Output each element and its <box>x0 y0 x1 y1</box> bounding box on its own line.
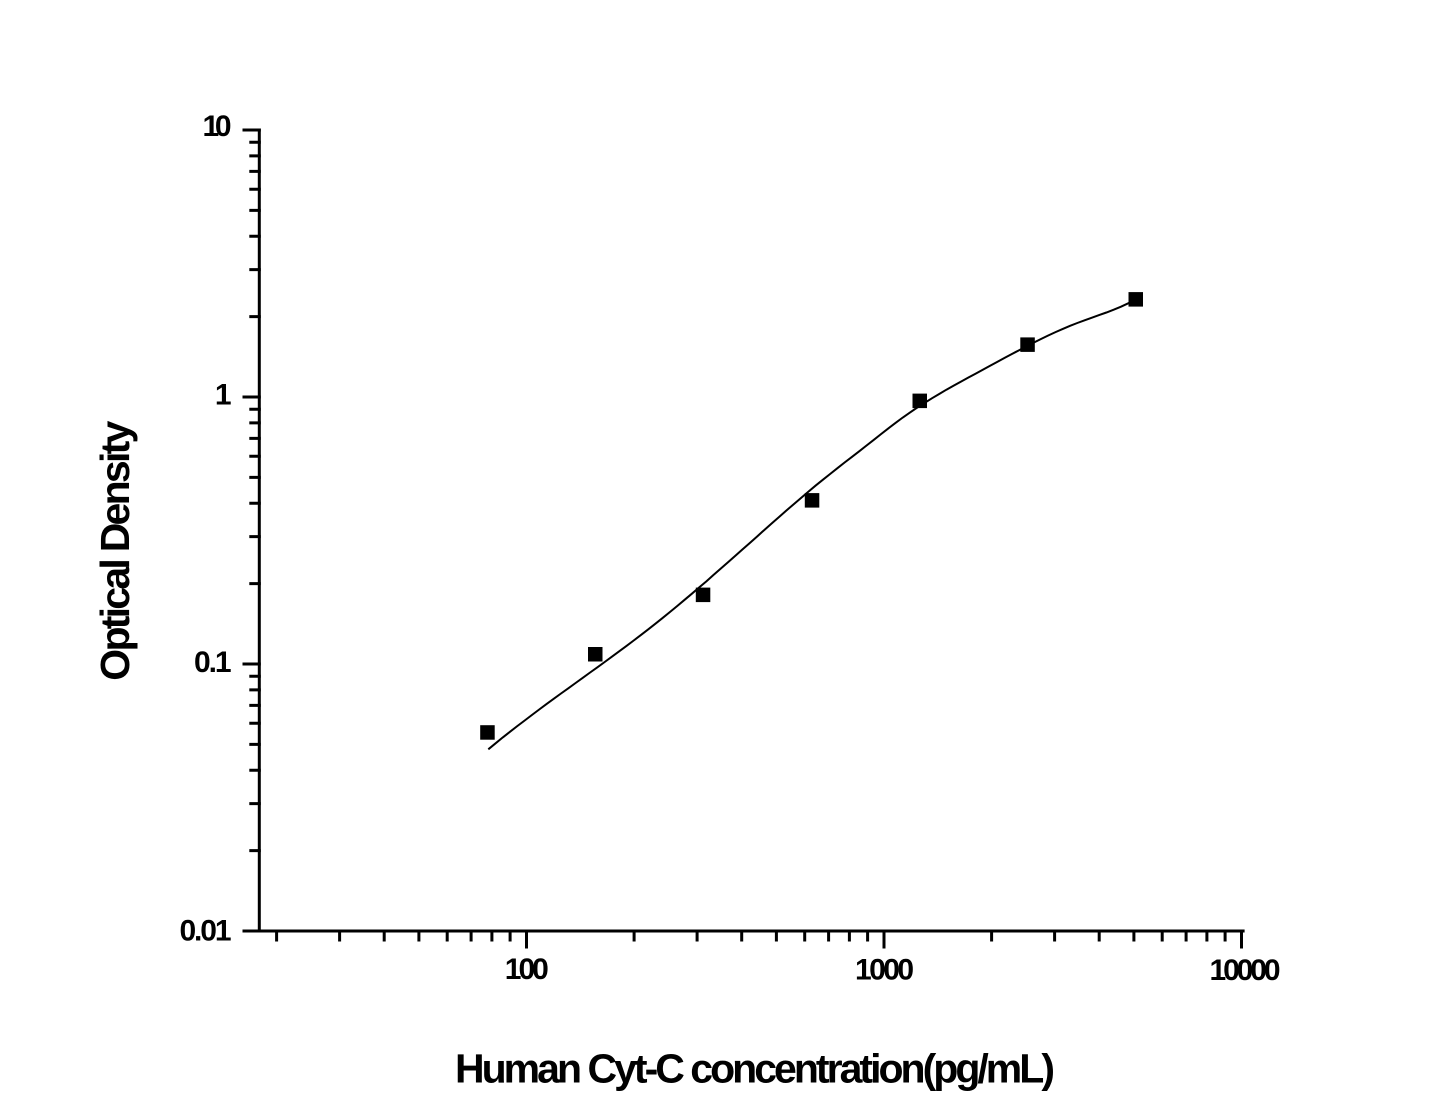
svg-text:100: 100 <box>505 953 549 986</box>
svg-text:0.1: 0.1 <box>194 646 232 679</box>
svg-text:Human Cyt-C concentration(pg/m: Human Cyt-C concentration(pg/mL) <box>455 1046 1055 1092</box>
svg-text:10000: 10000 <box>1210 954 1281 987</box>
svg-text:10: 10 <box>203 110 232 143</box>
svg-text:Optical Density: Optical Density <box>92 421 138 681</box>
svg-text:1000: 1000 <box>855 954 914 987</box>
svg-text:1: 1 <box>215 379 232 412</box>
svg-text:0.01: 0.01 <box>180 915 232 948</box>
